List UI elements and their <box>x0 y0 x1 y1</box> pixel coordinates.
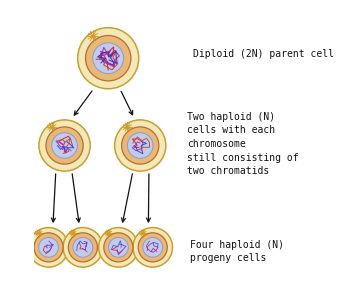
Circle shape <box>104 233 133 262</box>
Circle shape <box>93 43 123 74</box>
Text: Diploid (2N) parent cell: Diploid (2N) parent cell <box>192 49 334 59</box>
Circle shape <box>133 228 173 267</box>
Text: Four haploid (N)
progeny cells: Four haploid (N) progeny cells <box>190 240 284 263</box>
Circle shape <box>39 120 90 171</box>
Circle shape <box>143 237 163 257</box>
Circle shape <box>78 28 139 89</box>
Circle shape <box>138 233 167 262</box>
Circle shape <box>127 133 153 158</box>
Circle shape <box>122 127 159 164</box>
Circle shape <box>46 127 83 164</box>
Circle shape <box>63 228 103 267</box>
Circle shape <box>108 237 128 257</box>
Circle shape <box>29 228 68 267</box>
Circle shape <box>115 120 166 171</box>
Circle shape <box>34 233 63 262</box>
Circle shape <box>99 228 138 267</box>
Circle shape <box>52 133 77 158</box>
Circle shape <box>85 36 131 81</box>
Circle shape <box>39 237 59 257</box>
Circle shape <box>68 233 97 262</box>
Text: Two haploid (N)
cells with each
chromosome
still consisting of
two chromatids: Two haploid (N) cells with each chromoso… <box>187 112 298 176</box>
Circle shape <box>73 237 93 257</box>
